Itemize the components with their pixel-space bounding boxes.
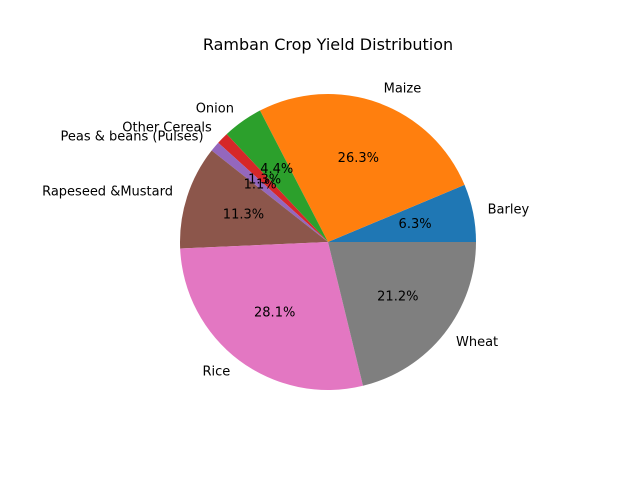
pie-slice-other-cereals bbox=[218, 134, 328, 242]
category-label-wheat: Wheat bbox=[456, 335, 498, 350]
pie-slice-maize bbox=[259, 94, 465, 243]
pie-slice-peas-beans-pulses bbox=[211, 142, 328, 242]
pie-slices bbox=[180, 94, 476, 390]
pie-slice-barley bbox=[328, 184, 476, 242]
category-label-peas-beans-pulses: Peas & beans (Pulses) bbox=[61, 130, 204, 145]
percent-label-maize: 26.3% bbox=[338, 151, 379, 166]
percent-label-barley: 6.3% bbox=[399, 217, 432, 232]
category-label-rapeseed-mustard: Rapeseed &Mustard bbox=[42, 185, 173, 200]
category-label-onion: Onion bbox=[196, 102, 234, 117]
percent-label-wheat: 21.2% bbox=[377, 289, 418, 304]
chart-title: Ramban Crop Yield Distribution bbox=[203, 35, 453, 54]
category-label-rice: Rice bbox=[202, 365, 230, 380]
percent-label-peas-beans-pulses: 1.1% bbox=[244, 177, 277, 192]
pie-slice-onion bbox=[226, 110, 328, 242]
percent-label-onion: 4.4% bbox=[260, 162, 293, 177]
pie-slice-wheat bbox=[328, 242, 476, 386]
pie-slice-rice bbox=[180, 242, 364, 390]
percent-label-other-cereals: 1.3% bbox=[248, 172, 281, 187]
percent-label-rice: 28.1% bbox=[254, 306, 295, 321]
category-label-other-cereals: Other Cereals bbox=[122, 120, 212, 135]
pie-labels: Barley 6.3% Maize 26.3% Onion 4.4% Other Cerea… bbox=[42, 81, 529, 379]
category-label-barley: Barley bbox=[488, 202, 530, 217]
percent-label-rapeseed-mustard: 11.3% bbox=[223, 207, 264, 222]
category-label-maize: Maize bbox=[384, 81, 422, 96]
pie-slice-rapeseed-mustard bbox=[180, 150, 328, 249]
